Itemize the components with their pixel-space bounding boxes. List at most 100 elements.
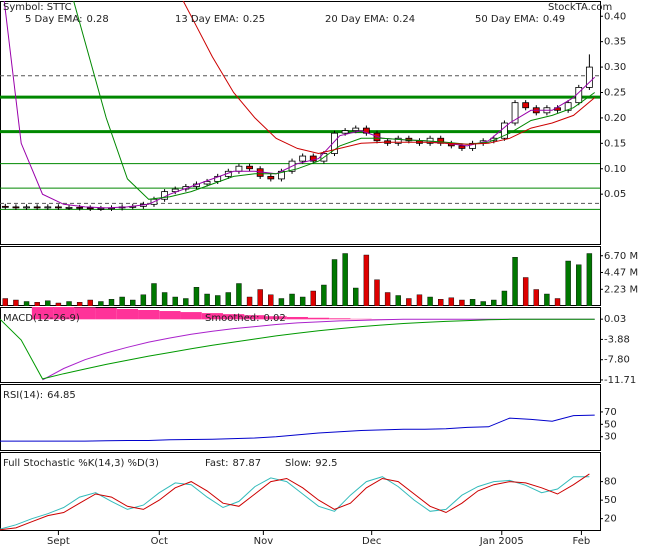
watermark: StockTA.com: [548, 2, 612, 13]
volume-bar: [416, 294, 423, 306]
volume-bar: [522, 277, 529, 306]
histogram-bar: [31, 307, 54, 320]
candle-body: [522, 102, 530, 109]
legend-label: RSI(14):: [3, 390, 43, 401]
candle-body: [23, 206, 30, 209]
panel-plot: [0, 473, 590, 531]
candle-body: [33, 206, 41, 209]
volume-bar: [321, 284, 327, 306]
volume-bar: [119, 296, 125, 306]
candle-body: [309, 155, 317, 162]
histogram-bar: [244, 315, 266, 320]
candle-body: [501, 122, 508, 139]
volume-bar: [448, 297, 455, 306]
y-tick-label: 6.70 M: [604, 251, 638, 262]
candle-body: [203, 181, 211, 185]
volume-bar: [586, 253, 593, 306]
volume-bar: [480, 301, 486, 306]
volume-bar: [374, 279, 380, 306]
candle-body: [235, 165, 243, 172]
y-tick-label: 0.15: [604, 138, 626, 149]
histogram-bar: [180, 312, 202, 320]
x-tick-label: Sept: [47, 536, 70, 546]
y-tick-label: 30: [604, 432, 617, 443]
volume-bar: [278, 298, 285, 306]
volume-bar: [289, 293, 295, 306]
legend-label: Smoothed:: [205, 313, 259, 324]
candle-body: [76, 206, 84, 209]
series-line: [0, 473, 590, 531]
volume-bar: [565, 260, 571, 306]
volume-bar: [257, 289, 263, 306]
panel-plot: [2, 253, 593, 306]
volume-bar: [395, 295, 401, 306]
legend-value: 0.28: [86, 14, 108, 25]
volume-bar: [353, 287, 359, 306]
candle-body: [341, 130, 349, 134]
histogram-bar: [116, 308, 139, 320]
histogram-bar: [159, 311, 181, 320]
volume-bar: [438, 299, 444, 306]
volume-bar: [246, 296, 253, 306]
volume-bar: [183, 298, 189, 306]
histogram-bar: [53, 307, 75, 320]
legend-label: 50 Day EMA:: [475, 14, 539, 25]
histogram-bar: [329, 318, 351, 320]
volume-bar: [384, 292, 391, 306]
legend-value: 87.87: [232, 458, 261, 469]
volume-bar: [459, 299, 465, 306]
candle-body: [1, 205, 9, 208]
y-tick-label: 0.25: [604, 88, 626, 99]
volume-bar: [76, 302, 83, 306]
y-tick-label: 0.10: [604, 164, 626, 175]
panel-frame: [0, 1, 601, 245]
y-tick-label: 0.03: [604, 314, 626, 325]
volume-bar: [576, 264, 582, 306]
y-tick-label: 0.20: [604, 113, 626, 124]
legend-value: 0.24: [393, 14, 415, 25]
y-tick-label: 0.30: [604, 62, 626, 73]
x-tick-label: Feb: [573, 536, 591, 546]
histogram-bar: [350, 318, 372, 320]
legend-value: 64.85: [47, 390, 76, 401]
panel-title: MACD(12-26-9): [3, 313, 80, 324]
volume-bar: [161, 292, 168, 306]
panel-plot: [0, 1, 600, 211]
y-tick-label: 0.40: [604, 11, 626, 22]
candle-body: [65, 206, 73, 209]
candle-body: [352, 127, 360, 132]
x-tick-label: Oct: [151, 536, 168, 546]
panel-plot: [0, 307, 595, 381]
legend-label: Fast:: [205, 458, 228, 469]
y-tick-label: -11.71: [604, 375, 636, 386]
x-tick-label: Jan 2005: [479, 536, 524, 546]
candle-body: [12, 206, 20, 209]
volume-bar: [108, 299, 115, 306]
candle-body: [458, 145, 466, 149]
volume-bar: [299, 296, 306, 306]
candle-body: [97, 207, 105, 210]
histogram-bar: [138, 310, 160, 320]
legend-value: 0.49: [543, 14, 565, 25]
volume-bar: [66, 301, 72, 306]
volume-bar: [533, 289, 539, 306]
panel-frame: [0, 452, 601, 531]
y-tick-label: -3.88: [604, 334, 630, 345]
histogram-bar: [95, 307, 117, 320]
histogram-bar: [307, 317, 330, 320]
volume-bar: [140, 294, 147, 306]
volume-bar: [87, 299, 93, 306]
volume-bar: [151, 283, 157, 306]
legend-value: 0.25: [243, 14, 265, 25]
y-tick-label: 70: [604, 407, 617, 418]
volume-bar: [554, 298, 561, 306]
legend-label: Slow:: [285, 458, 311, 469]
volume-bar: [331, 259, 338, 306]
candle-body: [44, 206, 52, 209]
candle-body: [331, 132, 338, 154]
candle-body: [564, 102, 572, 111]
volume-bar: [204, 293, 210, 306]
histogram-bar: [286, 316, 308, 320]
volume-bar: [214, 295, 221, 306]
